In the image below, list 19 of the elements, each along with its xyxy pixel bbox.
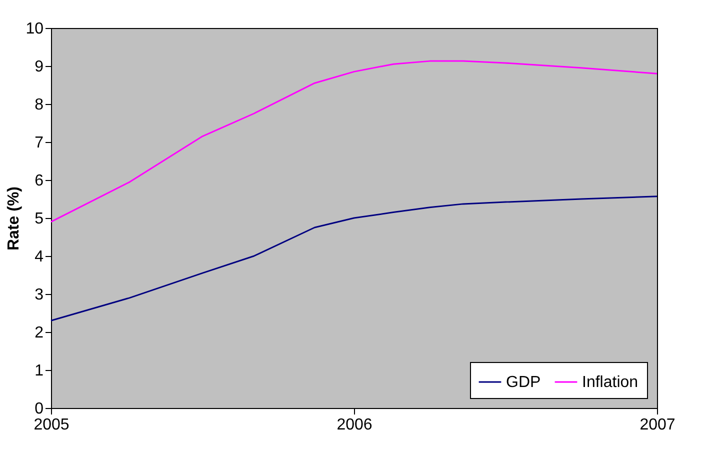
y-tick-label: 2 (34, 324, 44, 342)
y-tick-label: 4 (34, 248, 44, 266)
y-tick-label: 7 (34, 134, 44, 152)
x-tick-label: 2006 (336, 416, 372, 434)
y-tick-label: 6 (34, 172, 44, 190)
y-tick-label: 3 (34, 286, 44, 304)
y-axis-title: Rate (%) (6, 186, 23, 251)
y-tick-label: 10 (26, 20, 44, 38)
legend-label: Inflation (582, 374, 638, 391)
line-series (50, 196, 658, 322)
x-tick-label: 2005 (34, 416, 70, 434)
y-tick-label: 8 (34, 96, 44, 114)
x-tick-label: 2007 (640, 416, 676, 434)
legend-label: GDP (506, 374, 541, 391)
y-tick-label: 0 (34, 400, 44, 418)
y-tick-label: 9 (34, 58, 44, 76)
y-tick-label: 5 (34, 210, 44, 228)
line-series (50, 60, 658, 223)
y-tick-label: 1 (34, 362, 44, 380)
